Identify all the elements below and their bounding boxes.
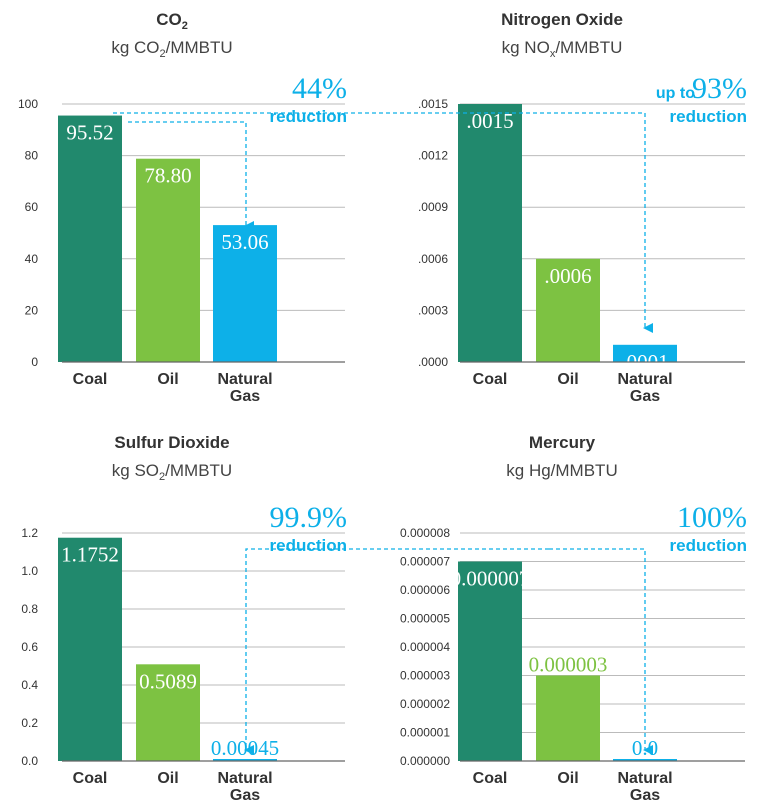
coal-category-label: Coal — [473, 371, 508, 388]
oil-value-label: 0.5089 — [139, 669, 197, 693]
reduction-label: reduction — [270, 536, 347, 555]
natural-gas-category-label-line2: Gas — [230, 388, 260, 405]
mercury-title: Mercury — [529, 433, 596, 452]
oil-bar — [136, 158, 200, 362]
oil-category-label: Oil — [157, 770, 178, 787]
coal-value-label: 1.1752 — [61, 543, 119, 567]
y-tick-label: 40 — [25, 252, 39, 266]
coal-bar — [458, 561, 522, 761]
coal-bar — [58, 537, 122, 761]
mercury-chart: Mercury kg Hg/MMBTU 0.000000 0.000001 0.0000… — [400, 433, 747, 801]
natural-gas-bar — [213, 759, 277, 761]
reduction-prefix: up to — [656, 85, 695, 102]
coal-category-label: Coal — [473, 770, 508, 787]
y-tick-label: 20 — [25, 303, 39, 317]
co2-chart: CO2 kg CO2/MMBTU 0 20 40 60 80 100 95.52 78.80 53.… — [18, 10, 347, 405]
y-tick-label: 80 — [25, 149, 39, 163]
nox-unit: kg NOx/MMBTU — [502, 38, 623, 60]
reduction-arrow — [244, 548, 549, 755]
y-tick-label: 0.6 — [21, 640, 38, 654]
coal-category-label: Coal — [73, 371, 108, 388]
nox-chart: Nitrogen Oxide kg NOx/MMBTU .0000 .0003 .000… — [113, 10, 747, 405]
y-tick-label: .0015 — [418, 97, 448, 111]
natural-gas-category-label: Natural — [617, 371, 672, 388]
coal-category-label: Coal — [73, 770, 108, 787]
natural-gas-bar — [613, 759, 677, 761]
y-tick-label: 0.000002 — [400, 697, 450, 711]
y-tick-label: 1.0 — [21, 564, 38, 578]
oil-bar — [536, 258, 600, 362]
reduction-label: reduction — [670, 536, 747, 555]
oil-value-label: .0006 — [544, 264, 591, 288]
reduction-label: reduction — [270, 107, 347, 126]
oil-category-label: Oil — [557, 770, 578, 787]
coal-bar — [58, 115, 122, 362]
natural-gas-value-label: 0.00045 — [211, 736, 279, 760]
y-tick-label: .0009 — [418, 200, 448, 214]
mercury-unit: kg Hg/MMBTU — [506, 461, 617, 480]
y-tick-label: 0.000008 — [400, 526, 450, 540]
y-tick-label: .0003 — [418, 303, 448, 317]
y-tick-label: .0006 — [418, 252, 448, 266]
coal-value-label: 0.000007 — [451, 567, 530, 591]
oil-bar — [536, 675, 600, 761]
natural-gas-value-label: 53.06 — [221, 230, 268, 254]
y-tick-label: 0.2 — [21, 716, 38, 730]
reduction-percent: 99.9% — [270, 501, 348, 534]
y-tick-label: 0.000003 — [400, 669, 450, 683]
natural-gas-bar — [213, 225, 277, 362]
co2-title: CO2 — [156, 10, 188, 32]
reduction-percent: 93% — [692, 72, 747, 105]
so2-title: Sulfur Dioxide — [114, 433, 229, 452]
reduction-percent: 44% — [292, 72, 347, 105]
coal-bar — [458, 104, 522, 362]
coal-value-label: 95.52 — [66, 121, 113, 145]
y-tick-label: 60 — [25, 200, 39, 214]
natural-gas-category-label-line2: Gas — [630, 787, 660, 801]
reduction-arrow — [549, 548, 653, 755]
y-tick-label: 1.2 — [21, 526, 38, 540]
oil-value-label: 0.000003 — [529, 653, 608, 677]
y-tick-label: 0 — [31, 355, 38, 369]
natural-gas-category-label: Natural — [217, 371, 272, 388]
y-tick-label: 0.000005 — [400, 612, 450, 626]
reduction-label: reduction — [670, 107, 747, 126]
reduction-percent: 100% — [677, 501, 747, 534]
y-tick-label: 0.4 — [21, 678, 38, 692]
natural-gas-category-label-line2: Gas — [230, 787, 260, 801]
oil-bar — [136, 664, 200, 761]
oil-category-label: Oil — [157, 371, 178, 388]
y-tick-label: .0000 — [418, 355, 448, 369]
oil-value-label: 78.80 — [144, 164, 191, 188]
natural-gas-bar — [613, 344, 677, 362]
y-tick-label: 0.000000 — [400, 754, 450, 768]
y-tick-label: 0.0 — [21, 754, 38, 768]
reduction-arrow — [113, 112, 653, 333]
natural-gas-category-label-line2: Gas — [630, 388, 660, 405]
y-tick-label: 100 — [18, 97, 38, 111]
oil-category-label: Oil — [557, 371, 578, 388]
natural-gas-category-label: Natural — [217, 770, 272, 787]
y-tick-label: 0.000004 — [400, 640, 450, 654]
y-tick-label: 0.8 — [21, 602, 38, 616]
nox-title: Nitrogen Oxide — [501, 10, 623, 29]
so2-unit: kg SO2/MMBTU — [112, 461, 232, 483]
co2-unit: kg CO2/MMBTU — [111, 38, 232, 60]
so2-chart: Sulfur Dioxide kg SO2/MMBTU 0.0 0.2 0.4 0.6 0.… — [21, 433, 549, 801]
natural-gas-category-label: Natural — [617, 770, 672, 787]
y-tick-label: .0012 — [418, 149, 448, 163]
y-tick-label: 0.000001 — [400, 726, 450, 740]
y-tick-label: 0.000007 — [400, 555, 450, 569]
y-tick-label: 0.000006 — [400, 583, 450, 597]
